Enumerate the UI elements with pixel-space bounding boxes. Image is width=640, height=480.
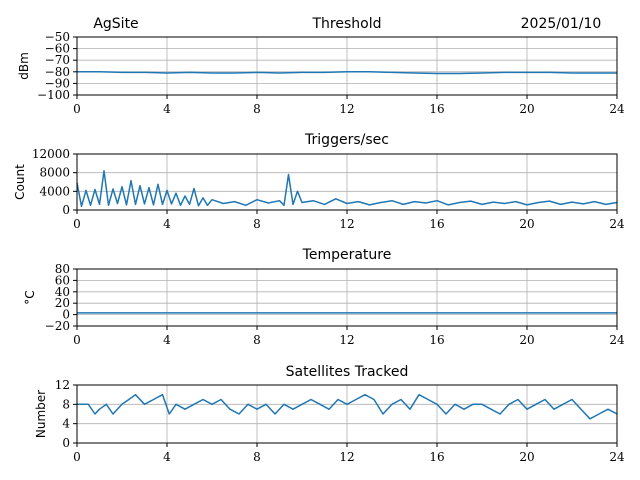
- panel-1: Threshold dBm 0 4 8 12 16 20 24 −50−60−70−80−90−1…: [17, 16, 625, 116]
- x-tick-label: 8: [253, 333, 261, 347]
- x-tick-label: 20: [519, 217, 534, 231]
- y-tick-label: 0: [62, 308, 70, 322]
- x-tick-label: 16: [429, 217, 444, 231]
- y-tick-label: 0: [62, 203, 70, 217]
- y-tick-label: 12000: [32, 147, 70, 161]
- y-tick-label: 60: [55, 273, 70, 287]
- plot-frame: [76, 36, 618, 96]
- x-tick-label: 24: [609, 102, 625, 116]
- y-tick-label: 80: [55, 262, 70, 276]
- y-tick-label: −100: [37, 88, 70, 102]
- series-line: [76, 170, 618, 208]
- x-tick-label: 8: [253, 102, 261, 116]
- x-tick-label: 24: [609, 333, 625, 347]
- y-tick-label: −80: [45, 65, 70, 79]
- site-label: AgSite: [93, 16, 138, 32]
- y-tick-label: 0: [62, 436, 70, 450]
- y-tick-label: 4000: [39, 184, 70, 198]
- x-tick-label: 4: [163, 217, 171, 231]
- x-tick-label: 16: [429, 102, 444, 116]
- x-tick-label: 4: [163, 450, 171, 464]
- plot-frame: [76, 153, 618, 211]
- y-tick-label: −90: [45, 76, 70, 90]
- x-tick-label: 12: [339, 217, 354, 231]
- y-axis-label: °C: [23, 290, 37, 304]
- x-tick-label: 12: [339, 333, 354, 347]
- x-tick-label: 16: [429, 333, 444, 347]
- x-tick-label: 4: [163, 102, 171, 116]
- x-tick-label: 0: [73, 217, 81, 231]
- y-axis-label: Count: [13, 164, 27, 200]
- y-tick-label: 8: [62, 397, 70, 411]
- series-line: [77, 71, 617, 75]
- y-tick-label: 4: [62, 417, 70, 431]
- x-tick-label: 16: [429, 450, 444, 464]
- x-tick-label: 12: [339, 102, 354, 116]
- y-tick-label: 8000: [39, 166, 70, 180]
- chart-panels: Threshold dBm 0 4 8 12 16 20 24 −50−60−70−80−90−1…: [13, 16, 625, 464]
- panel-4: Satellites Tracked Number 0 4 8 12 16 20 24 12 8 4 0: [34, 364, 625, 464]
- x-tick-label: 4: [163, 333, 171, 347]
- x-tick-label: 20: [519, 333, 534, 347]
- y-tick-label: 40: [55, 285, 70, 299]
- date-label: 2025/01/10: [521, 16, 602, 32]
- x-tick-label: 12: [339, 450, 354, 464]
- y-tick-label: 12: [55, 378, 70, 392]
- x-tick-label: 8: [253, 217, 261, 231]
- y-tick-label: −60: [45, 42, 70, 56]
- plot-frame: [76, 268, 618, 327]
- plot-frame: [76, 384, 618, 444]
- y-tick-label: −50: [45, 30, 70, 44]
- x-tick-label: 20: [519, 102, 534, 116]
- x-tick-label: 24: [609, 450, 625, 464]
- x-tick-label: 8: [253, 450, 261, 464]
- panel-title: Triggers/sec: [304, 132, 389, 148]
- panel-title: Satellites Tracked: [286, 364, 409, 380]
- panel-title: Temperature: [302, 247, 392, 263]
- x-tick-label: 0: [73, 333, 81, 347]
- x-tick-label: 0: [73, 450, 81, 464]
- y-tick-label: −70: [45, 53, 70, 67]
- panel-2: Triggers/sec Count 0 4 8 12 16 20 24 12000 8000 400…: [13, 132, 625, 231]
- y-axis-label: dBm: [17, 52, 31, 80]
- x-tick-label: 0: [73, 102, 81, 116]
- y-tick-label: −20: [45, 319, 70, 333]
- y-axis-label: Number: [34, 390, 48, 438]
- panel-title: Threshold: [312, 16, 382, 32]
- x-tick-label: 24: [609, 217, 625, 231]
- x-tick-label: 20: [519, 450, 534, 464]
- series-line: [77, 393, 618, 420]
- y-tick-label: 20: [55, 296, 70, 310]
